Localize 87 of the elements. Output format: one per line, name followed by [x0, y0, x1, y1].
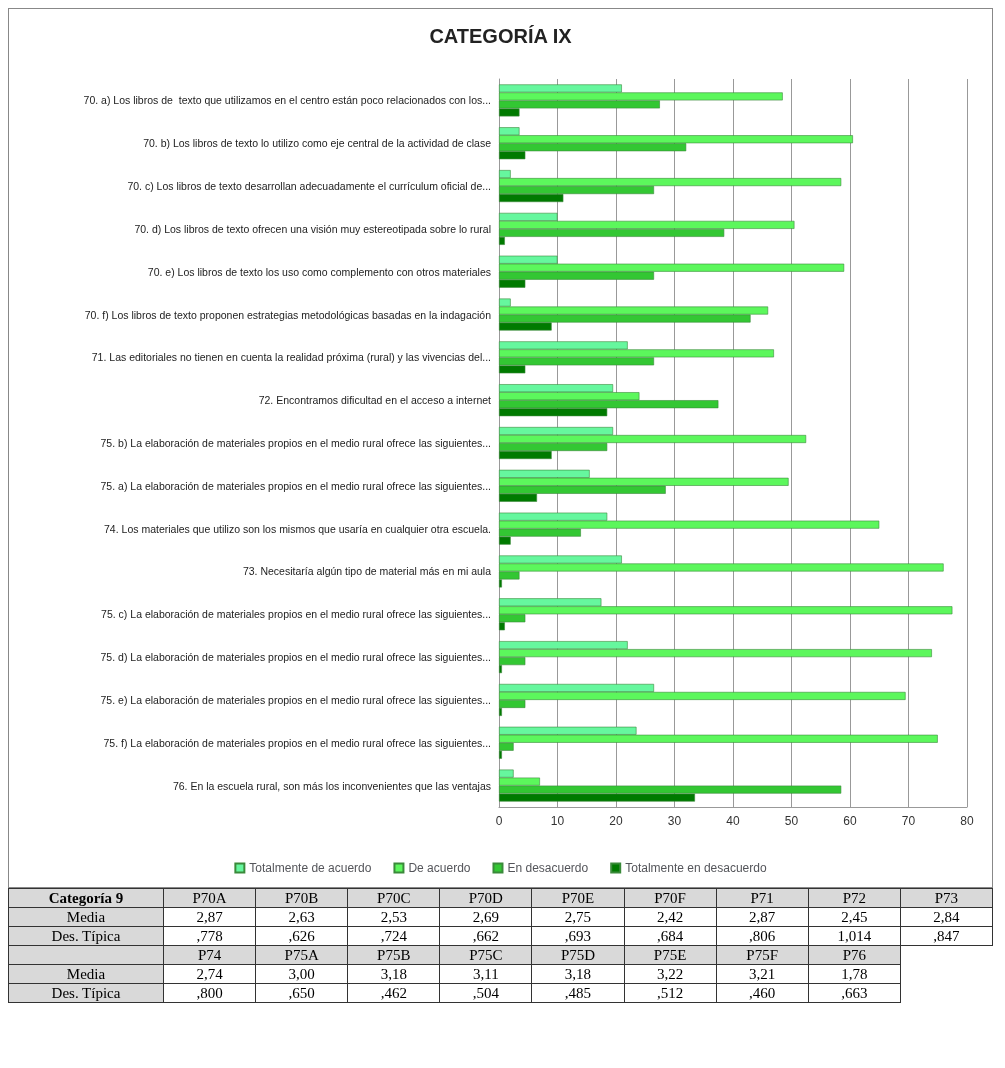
text: Categoría 9 — [8, 888, 164, 908]
text: 2,74 — [163, 964, 256, 984]
text: 2,45 — [808, 907, 901, 927]
text: P70E — [531, 888, 625, 908]
legend-label: En desacuerdo — [507, 861, 589, 875]
text: Media — [8, 964, 164, 984]
x-tick-label: 10 — [550, 814, 565, 828]
text: ,663 — [808, 983, 901, 1003]
x-tick-label: 20 — [609, 814, 623, 828]
legend-label: De acuerdo — [408, 861, 471, 875]
y-tick-label: 70. f) Los libros de texto proponen estrategias metodológicas basadas en la indagación — [84, 308, 492, 321]
text: ,806 — [716, 926, 809, 946]
text: ,800 — [163, 983, 256, 1003]
text: P75E — [624, 945, 717, 965]
text: 3,18 — [531, 964, 625, 984]
text: ,462 — [347, 983, 440, 1003]
text: ,693 — [531, 926, 625, 946]
text: P75C — [439, 945, 532, 965]
text: 1,014 — [808, 926, 901, 946]
text: P72 — [808, 888, 901, 908]
x-tick-label: 80 — [960, 814, 974, 828]
text: 2,69 — [439, 907, 532, 927]
text: ,460 — [716, 983, 809, 1003]
text: P74 — [163, 945, 256, 965]
y-tick-label: 70. b) Los libros de texto lo utilizo como eje central de la actividad de clase — [143, 137, 492, 150]
y-tick-label: 75. d) La elaboración de materiales propios en el medio rural ofrece las siguientes... — [100, 651, 491, 664]
text: 2,75 — [531, 907, 625, 927]
text: 2,53 — [347, 907, 440, 927]
y-tick-label: 72. Encontramos dificultad en el acceso a internet — [258, 394, 492, 407]
text: ,650 — [255, 983, 348, 1003]
text: ,778 — [163, 926, 256, 946]
x-tick-label: 70 — [901, 814, 916, 828]
y-tick-label: 75. b) La elaboración de materiales propios en el medio rural ofrece las siguientes... — [100, 437, 491, 449]
y-tick-label: 75. a) La elaboración de materiales propios en el medio rural ofrece las siguientes... — [100, 479, 491, 492]
legend-label: Totalmente de acuerdo — [249, 861, 372, 875]
text: P75A — [255, 945, 348, 965]
text: P70F — [624, 888, 717, 908]
text: Des. Típica — [8, 983, 164, 1003]
y-tick-label: 76. En la escuela rural, son más los inconvenientes que las ventajas — [172, 779, 491, 792]
text: P73 — [900, 888, 993, 908]
y-tick-label: 74. Los materiales que utilizo son los mismos que usaría en cualquier otra escuela. — [104, 522, 491, 535]
text: 2,87 — [163, 907, 256, 927]
text: 2,87 — [716, 907, 809, 927]
y-tick-label: 73. Necesitaría algún tipo de material más en mi aula — [242, 565, 492, 578]
text: P70C — [347, 888, 440, 908]
text: Des. Típica — [8, 926, 164, 946]
text: ,504 — [439, 983, 532, 1003]
x-tick-label: 30 — [667, 814, 682, 828]
x-tick-label: 40 — [726, 814, 740, 828]
text: 2,63 — [255, 907, 348, 927]
text: ,626 — [255, 926, 348, 946]
text: P71 — [716, 888, 809, 908]
text: P75F — [716, 945, 809, 965]
text: ,724 — [347, 926, 440, 946]
text: 1,78 — [808, 964, 901, 984]
text: 2,42 — [624, 907, 717, 927]
y-tick-label: 75. e) La elaboración de materiales propios en el medio rural ofrece las siguientes... — [100, 693, 491, 706]
x-tick-label: 0 — [495, 814, 503, 828]
text: Media — [8, 907, 164, 927]
y-tick-label: 71. Las editoriales no tienen en cuenta la realidad próxima (rural) y las vivencias del... — [91, 351, 491, 364]
y-tick-label: 70. c) Los libros de texto desarrollan adecuadamente el currículum oficial de... — [127, 180, 491, 193]
text: 3,11 — [439, 964, 532, 984]
text: ,684 — [624, 926, 717, 946]
y-tick-label: 70. d) Los libros de texto ofrecen una visión muy estereotipada sobre lo rural — [134, 222, 491, 235]
x-tick-label: 50 — [784, 814, 799, 828]
x-tick-label: 60 — [843, 814, 857, 828]
y-tick-label: 70. e) Los libros de texto los uso como complemento con otros materiales — [147, 265, 491, 278]
y-tick-label: 75. c) La elaboración de materiales propios en el medio rural ofrece las siguientes... — [101, 608, 491, 621]
text: 3,18 — [347, 964, 440, 984]
text: P76 — [808, 945, 901, 965]
legend-label: Totalmente en desacuerdo — [625, 861, 767, 875]
text: 2,84 — [900, 907, 993, 927]
text: ,662 — [439, 926, 532, 946]
text: ,847 — [900, 926, 993, 946]
y-tick-label: 75. f) La elaboración de materiales propios en el medio rural ofrece las siguientes... — [103, 736, 491, 749]
text: 3,21 — [716, 964, 809, 984]
text: ,485 — [531, 983, 625, 1003]
chart-title: CATEGORÍA IX — [429, 25, 573, 47]
text: P70D — [439, 888, 532, 908]
text: P70A — [163, 888, 256, 908]
text: 3,00 — [255, 964, 348, 984]
text: ,512 — [624, 983, 717, 1003]
text: 3,22 — [624, 964, 717, 984]
text: P75D — [531, 945, 625, 965]
y-tick-label: 70. a) Los libros de texto que utilizamos en el centro están poco relacionados con los... — [83, 94, 491, 107]
text: P75B — [347, 945, 440, 965]
text: P70B — [255, 888, 348, 908]
